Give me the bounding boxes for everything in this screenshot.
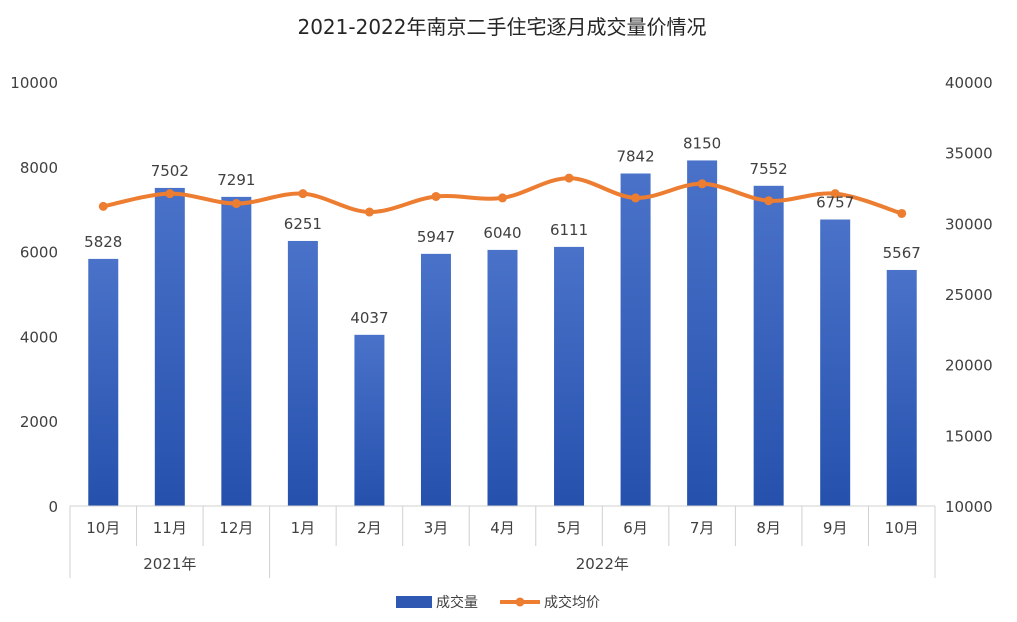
bar-10 xyxy=(753,185,784,506)
price-point-5 xyxy=(431,191,441,201)
x-label-8: 6月 xyxy=(623,519,648,537)
y-right-tick-6: 40000 xyxy=(945,74,993,92)
bar-2 xyxy=(221,196,252,506)
bar-label-0: 5828 xyxy=(84,233,122,251)
bar-label-12: 5567 xyxy=(883,244,921,262)
bar-label-5: 5947 xyxy=(417,228,455,246)
bar-label-6: 6040 xyxy=(483,224,521,242)
price-point-6 xyxy=(498,193,507,203)
y-left-tick-1: 2000 xyxy=(20,413,58,431)
bar-label-4: 4037 xyxy=(350,309,388,327)
bar-3 xyxy=(287,240,318,507)
y-right-tick-3: 25000 xyxy=(945,286,993,304)
bar-11 xyxy=(820,219,851,506)
bar-label-1: 7502 xyxy=(151,162,189,180)
bars-layer xyxy=(88,160,917,507)
price-point-2 xyxy=(231,199,241,209)
x-label-4: 2月 xyxy=(357,519,382,537)
legend-swatch-marker xyxy=(515,597,525,607)
price-point-3 xyxy=(298,189,308,199)
y-right-tick-0: 10000 xyxy=(945,498,993,516)
bar-8 xyxy=(620,173,651,506)
price-point-9 xyxy=(697,179,707,189)
bar-label-7: 6111 xyxy=(550,221,588,239)
bar-1 xyxy=(154,187,185,506)
bar-label-2: 7291 xyxy=(217,171,255,189)
bar-label-8: 7842 xyxy=(616,147,654,165)
bar-7 xyxy=(554,246,585,506)
x-label-5: 3月 xyxy=(424,519,449,537)
bar-12 xyxy=(886,269,917,506)
y-left-tick-3: 6000 xyxy=(20,244,58,262)
legend-label-price: 成交均价 xyxy=(544,594,600,611)
price-point-7 xyxy=(564,173,574,183)
price-point-4 xyxy=(364,207,374,217)
y-right-tick-2: 20000 xyxy=(945,357,993,375)
line-layer xyxy=(98,173,907,218)
bar-label-11: 6757 xyxy=(816,194,854,212)
bar-5 xyxy=(420,253,451,506)
x-label-7: 5月 xyxy=(557,519,582,537)
y-left-tick-2: 4000 xyxy=(20,328,58,346)
x-label-12: 10月 xyxy=(885,519,919,537)
bar-0 xyxy=(88,258,119,506)
price-point-0 xyxy=(98,201,108,211)
labels-layer: 5828 7502 7291 6251 4037 5947 6040 6111 7842 8150… xyxy=(84,134,921,326)
group-label-0: 2021年 xyxy=(143,555,196,573)
chart-title: 2021-2022年南京二手住宅逐月成交量价情况 xyxy=(297,15,706,39)
price-point-10 xyxy=(764,196,774,206)
y-right-tick-5: 35000 xyxy=(945,145,993,163)
x-label-9: 7月 xyxy=(690,519,715,537)
y-right-tick-4: 30000 xyxy=(945,215,993,233)
axis-layer: 0 2000 4000 6000 8000 10000 10000 15000 20000 250… xyxy=(10,74,993,578)
legend: 成交量 成交均价 xyxy=(396,594,600,611)
y-right-tick-1: 15000 xyxy=(945,427,993,445)
x-label-0: 10月 xyxy=(86,519,120,537)
bar-9 xyxy=(687,160,718,506)
x-label-11: 9月 xyxy=(823,519,848,537)
bar-4 xyxy=(354,334,385,506)
bar-label-9: 8150 xyxy=(683,134,721,152)
price-point-12 xyxy=(897,208,907,218)
legend-swatch-bar xyxy=(396,596,432,608)
legend-label-volume: 成交量 xyxy=(436,594,478,611)
x-label-3: 1月 xyxy=(291,519,316,537)
price-point-11 xyxy=(830,189,840,199)
x-label-1: 11月 xyxy=(153,519,187,537)
y-left-tick-5: 10000 xyxy=(10,74,58,92)
bar-label-3: 6251 xyxy=(284,215,322,233)
bar-6 xyxy=(487,249,518,507)
y-left-tick-0: 0 xyxy=(48,498,58,516)
x-label-10: 8月 xyxy=(756,519,781,537)
x-label-2: 12月 xyxy=(219,519,253,537)
bar-label-10: 7552 xyxy=(750,160,788,178)
group-label-1: 2022年 xyxy=(576,555,629,573)
price-point-1 xyxy=(165,189,175,199)
price-point-8 xyxy=(631,193,641,203)
y-left-tick-4: 8000 xyxy=(20,159,58,177)
x-label-6: 4月 xyxy=(490,519,515,537)
